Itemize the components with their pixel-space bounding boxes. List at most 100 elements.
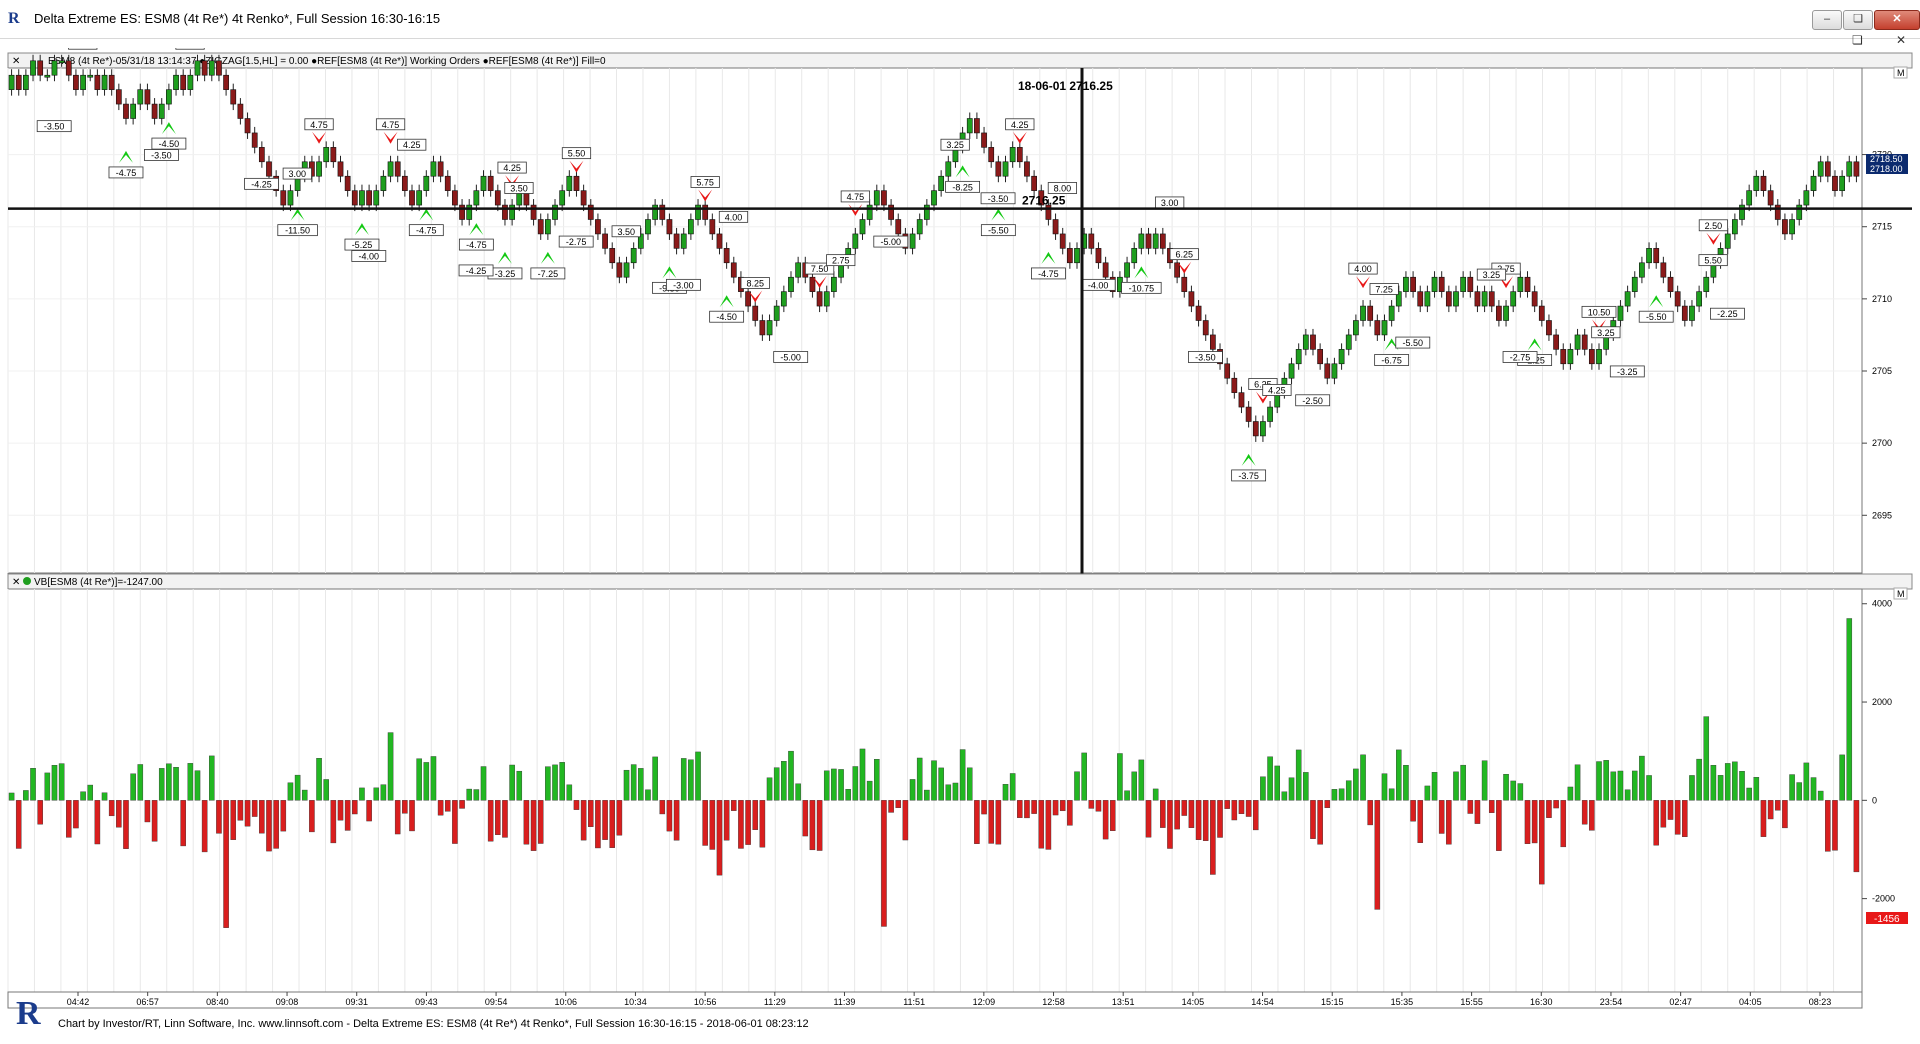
volume-scale-button[interactable] [1893,587,1908,600]
swing-up-label: 3.00 [289,169,307,179]
candle-body [1496,305,1502,321]
swing-down-label-box [458,264,494,277]
volume-bar [73,800,79,829]
candle-body [1102,262,1109,278]
volume-bar [630,764,637,801]
candle-body [37,60,44,76]
volume-bar [659,800,666,815]
swing-high-label: 4.25 [1011,120,1029,130]
candle-body [587,204,594,220]
swing-high-label-box [1169,248,1199,261]
swing-low-label-box [277,224,318,237]
candle-body [1474,291,1481,307]
volume-bar [1438,800,1445,834]
swing-down-label: -3.25 [1617,367,1638,377]
swing-low-label-box [709,310,745,323]
volume-bar [845,789,851,801]
x-tick-label: 09:08 [276,997,299,1007]
volume-bar [573,800,580,810]
volume-bar [23,790,29,801]
swing-up-label-box [826,254,856,267]
volume-bar [602,800,608,840]
swing-down-label: -2.75 [566,237,587,247]
swing-up-label: 3.50 [617,227,635,237]
up-arrow-icon [662,266,677,279]
volume-bar [1217,800,1223,838]
volume-bar [1231,800,1238,821]
volume-bar [752,800,759,830]
volume-bar [123,800,129,849]
volume-bar [480,766,487,801]
down-arrow-icon [1499,276,1514,289]
volume-bar [1667,800,1674,820]
x-tick-label: 10:56 [694,997,717,1007]
candle-body [974,118,980,134]
x-tick-label: 09:43 [415,997,438,1007]
x-tick-label: 06:57 [136,997,159,1007]
candle-body [1832,175,1838,191]
down-arrow-icon [1706,232,1721,245]
candle-body [73,74,79,90]
swing-high-label: 2.50 [1705,221,1723,231]
candle-body [44,74,51,78]
candle-body [1188,291,1195,307]
candle-body [623,262,630,278]
candle-body [1252,421,1259,437]
swing-down-label-box [980,192,1016,205]
candle-body [8,74,15,90]
volume-bar [1152,788,1159,801]
volume-bar [866,780,873,801]
swing-down-label: -2.25 [1717,309,1738,319]
volume-bar [1174,800,1180,830]
candle-body [780,291,787,307]
restore-button[interactable]: ❏ [1843,10,1873,30]
swing-up-label-box [282,167,312,180]
volume-bar [1732,761,1738,801]
price-panel-collapse-icon[interactable]: ✕ [12,56,20,67]
candle-body [723,248,730,264]
minimize-button[interactable]: – [1812,10,1842,30]
volume-bar [80,791,86,801]
candle-body [981,132,987,148]
volume-bar [859,748,866,801]
price-panel-header: ESM8 (4t Re*)-05/31/18 13:14:37 ●ZIGZAG[… [48,56,606,67]
candle-body [51,60,58,76]
chart-area[interactable]: ✕ ESM8 (4t Re*)-05/31/18 13:14:37 ●ZIGZA… [0,37,1920,1039]
volume-bar [566,784,573,801]
volume-bar [1460,764,1466,801]
volume-bar [759,800,766,848]
volume-bar [745,800,751,845]
candle-body [287,190,294,206]
volume-y-tick-label: 4000 [1872,599,1892,609]
volume-bar [1424,785,1431,801]
volume-bar [1560,800,1567,848]
swing-low-label: -11.50 [285,226,310,236]
close-button[interactable]: ✕ [1874,10,1920,30]
volume-bar [1210,800,1216,875]
volume-bar [1353,768,1359,801]
sub-restore-button[interactable]: ❏ [1852,33,1863,47]
sub-close-button[interactable]: ✕ [1896,33,1907,47]
volume-panel-collapse-icon[interactable]: ✕ [12,577,20,588]
candle-body [180,74,187,90]
x-tick-label: 12:58 [1042,997,1065,1007]
swing-high-label-box [375,118,406,131]
swing-up-label-box [397,138,427,151]
swing-low-label-box [1231,469,1267,482]
candle-body [94,74,101,90]
candle-body [1510,291,1517,307]
x-tick-label: 10:34 [624,997,647,1007]
swing-high-label: 4.00 [1354,264,1372,274]
price-scale-button[interactable] [1893,66,1908,79]
swing-down-label-box [558,235,594,248]
candle-body [1624,291,1631,307]
chart-svg[interactable]: ✕ ESM8 (4t Re*)-05/31/18 13:14:37 ●ZIGZA… [0,37,1920,1039]
volume-bar [1102,800,1109,840]
swing-up-label: 3.50 [510,184,528,194]
swing-up-label: 5.50 [74,48,92,49]
swing-down-label-box [1710,307,1745,320]
candle-body [466,204,473,220]
volume-bar [1067,800,1073,826]
down-arrow-icon [383,131,398,144]
swing-down-label: -4.00 [1088,280,1109,290]
